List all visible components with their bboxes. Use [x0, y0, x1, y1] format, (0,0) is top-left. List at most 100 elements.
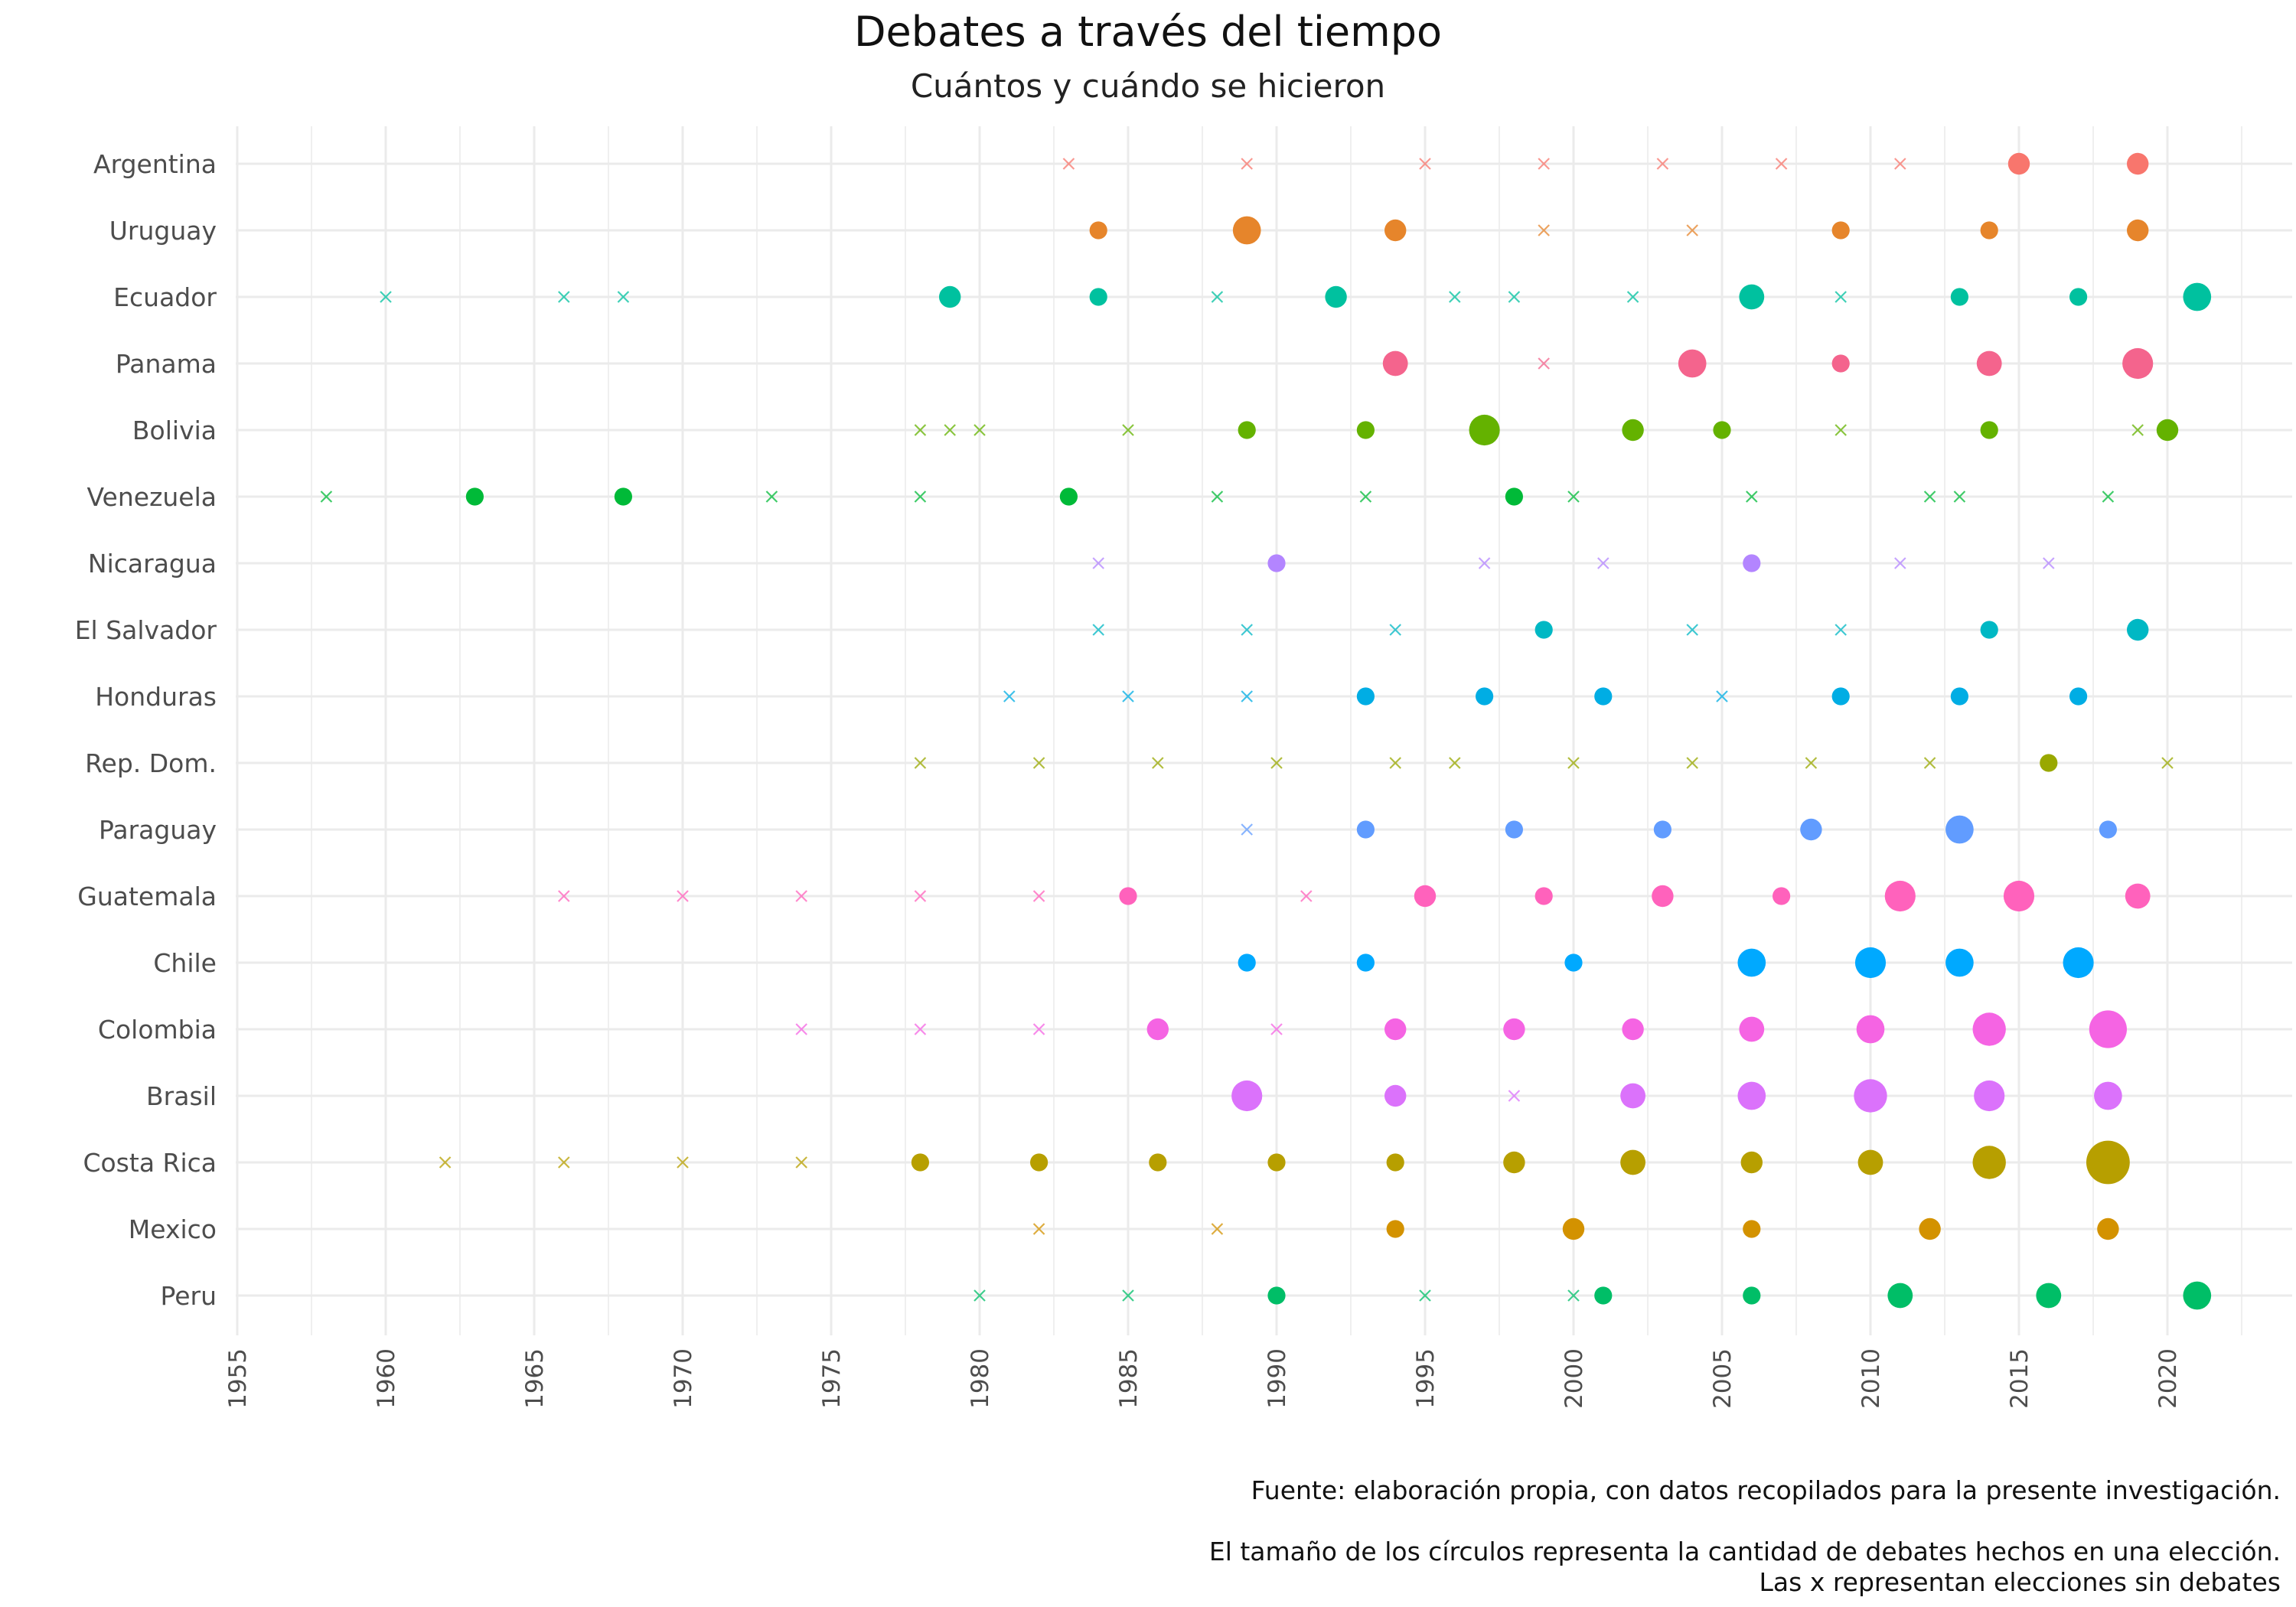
debate-point [1503, 1018, 1525, 1041]
debate-point [1856, 1015, 1885, 1044]
no-debate-marker [2161, 757, 2174, 769]
x-tick-label: 1990 [1264, 1348, 1291, 1409]
y-axis-labels: Argentina Uruguay Ecuador Panama Bolivia Vene… [75, 149, 217, 1311]
y-tick-label: Uruguay [109, 216, 217, 246]
x-tick-label: 1995 [1412, 1348, 1440, 1409]
debate-point [1972, 1012, 2006, 1046]
debate-point [1831, 354, 1850, 373]
debate-point [1505, 487, 1523, 506]
x-tick-label: 2000 [1561, 1348, 1588, 1409]
x-tick-label: 1955 [224, 1348, 252, 1409]
no-debate-marker [1894, 557, 1906, 569]
debate-point [1382, 350, 1408, 376]
y-tick-label: Paraguay [99, 815, 217, 845]
no-debate-marker [1508, 1090, 1521, 1102]
debate-point [1739, 284, 1765, 310]
no-debate-marker [1478, 557, 1491, 569]
no-debate-marker [558, 291, 570, 303]
no-debate-marker [1597, 557, 1609, 569]
debate-point [1620, 1083, 1646, 1109]
no-debate-marker [1538, 224, 1550, 236]
debate-point [1919, 1217, 1941, 1240]
debate-point [1503, 1151, 1525, 1174]
debate-point [1384, 219, 1407, 242]
no-debate-marker [1835, 424, 1847, 436]
y-tick-label: Brasil [146, 1081, 217, 1111]
x-tick-label: 2015 [2006, 1348, 2033, 1409]
no-debate-marker [1567, 757, 1580, 769]
y-tick-label: Rep. Dom. [85, 748, 217, 778]
debate-point [2036, 1283, 2062, 1309]
no-debate-marker [914, 890, 927, 902]
no-debate-marker [1805, 757, 1818, 769]
debate-point [2099, 820, 2117, 839]
debate-point [1887, 1283, 1913, 1309]
debate-point [2156, 419, 2179, 442]
debate-point [1854, 947, 1887, 979]
no-debate-marker [320, 491, 333, 503]
no-debate-marker [2131, 424, 2144, 436]
no-debate-marker [558, 890, 570, 902]
debate-point [1267, 554, 1286, 572]
debate-point [1238, 421, 1256, 439]
debate-point [1476, 687, 1494, 706]
no-debate-marker [1300, 890, 1313, 902]
debate-point [1534, 887, 1553, 905]
debate-point [2069, 687, 2088, 706]
debate-point [1740, 1151, 1763, 1174]
debate-point [1972, 1146, 2006, 1179]
no-debate-marker [1953, 491, 1966, 503]
debate-point [1231, 1080, 1263, 1112]
debate-point [1356, 421, 1375, 439]
no-debate-marker [1211, 291, 1224, 303]
debate-point [1653, 820, 1671, 839]
debate-point [1534, 621, 1553, 639]
y-tick-label: Bolivia [132, 416, 217, 445]
no-debate-marker [2043, 557, 2055, 569]
caption-x-note: Las x representan elecciones sin debates [1759, 1567, 2281, 1597]
no-debate-marker [677, 1156, 689, 1169]
no-debate-marker [944, 424, 956, 436]
debate-point [1356, 687, 1375, 706]
no-debate-marker [974, 424, 986, 436]
caption-size-note: El tamaño de los círculos representa la … [1208, 1537, 2281, 1566]
y-tick-label: Ecuador [113, 282, 217, 312]
data-points [320, 152, 2212, 1310]
no-debate-marker [2102, 491, 2115, 503]
debate-point [465, 487, 484, 506]
x-tick-label: 1975 [818, 1348, 846, 1409]
x-tick-label: 2005 [1709, 1348, 1737, 1409]
no-debate-marker [1508, 291, 1521, 303]
no-debate-marker [1538, 158, 1550, 170]
no-debate-marker [1092, 557, 1104, 569]
debate-point [1469, 414, 1500, 446]
no-debate-marker [1122, 1289, 1134, 1302]
no-debate-marker [1923, 491, 1936, 503]
debate-point [2007, 152, 2030, 175]
no-debate-marker [1716, 690, 1728, 702]
x-tick-label: 1960 [373, 1348, 400, 1409]
debate-point [1119, 887, 1137, 905]
debate-point [1773, 887, 1791, 905]
no-debate-marker [914, 757, 927, 769]
no-debate-marker [1032, 890, 1045, 902]
debate-point [2126, 618, 2149, 641]
no-debate-marker [1152, 757, 1164, 769]
debate-point [1384, 1084, 1407, 1107]
debate-point [2089, 1010, 2127, 1048]
debate-point [1980, 421, 1998, 439]
debate-point [2126, 152, 2149, 175]
no-debate-marker [1389, 624, 1401, 636]
no-debate-marker [1270, 757, 1283, 769]
debate-point [1238, 953, 1256, 972]
debate-point [1622, 1018, 1644, 1041]
no-debate-marker [1032, 757, 1045, 769]
debate-point [1594, 687, 1613, 706]
debate-point [1594, 1286, 1613, 1305]
debate-point [1980, 621, 1998, 639]
debate-point [911, 1153, 929, 1172]
x-tick-label: 2020 [2154, 1348, 2182, 1409]
y-tick-label: Nicaragua [88, 549, 217, 579]
y-tick-label: El Salvador [75, 615, 217, 645]
no-debate-marker [795, 1023, 807, 1035]
